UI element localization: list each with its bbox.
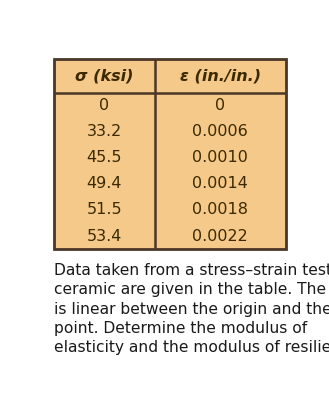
Text: 53.4: 53.4 bbox=[87, 229, 122, 244]
Text: ε (in./in.): ε (in./in.) bbox=[180, 68, 261, 84]
Text: 0.0014: 0.0014 bbox=[192, 177, 248, 191]
Text: point. Determine the modulus of: point. Determine the modulus of bbox=[54, 321, 307, 336]
Text: 51.5: 51.5 bbox=[87, 202, 122, 217]
Text: 33.2: 33.2 bbox=[87, 124, 122, 139]
Text: Data taken from a stress–strain test for a: Data taken from a stress–strain test for… bbox=[54, 263, 329, 278]
Text: 0: 0 bbox=[99, 98, 110, 113]
Text: is linear between the origin and the first: is linear between the origin and the fir… bbox=[54, 302, 329, 317]
Text: 49.4: 49.4 bbox=[87, 177, 122, 191]
Text: 0.0010: 0.0010 bbox=[192, 150, 248, 165]
Text: elasticity and the modulus of resilience.: elasticity and the modulus of resilience… bbox=[54, 340, 329, 355]
Text: 0: 0 bbox=[215, 98, 225, 113]
Text: ceramic are given in the table. The curve: ceramic are given in the table. The curv… bbox=[54, 282, 329, 297]
Text: 0.0018: 0.0018 bbox=[192, 202, 248, 217]
Text: 45.5: 45.5 bbox=[87, 150, 122, 165]
Text: 0.0022: 0.0022 bbox=[192, 229, 248, 244]
Text: σ (ksi): σ (ksi) bbox=[75, 68, 134, 84]
Bar bbox=[54, 59, 286, 249]
Bar bbox=[54, 59, 286, 249]
Text: 0.0006: 0.0006 bbox=[192, 124, 248, 139]
